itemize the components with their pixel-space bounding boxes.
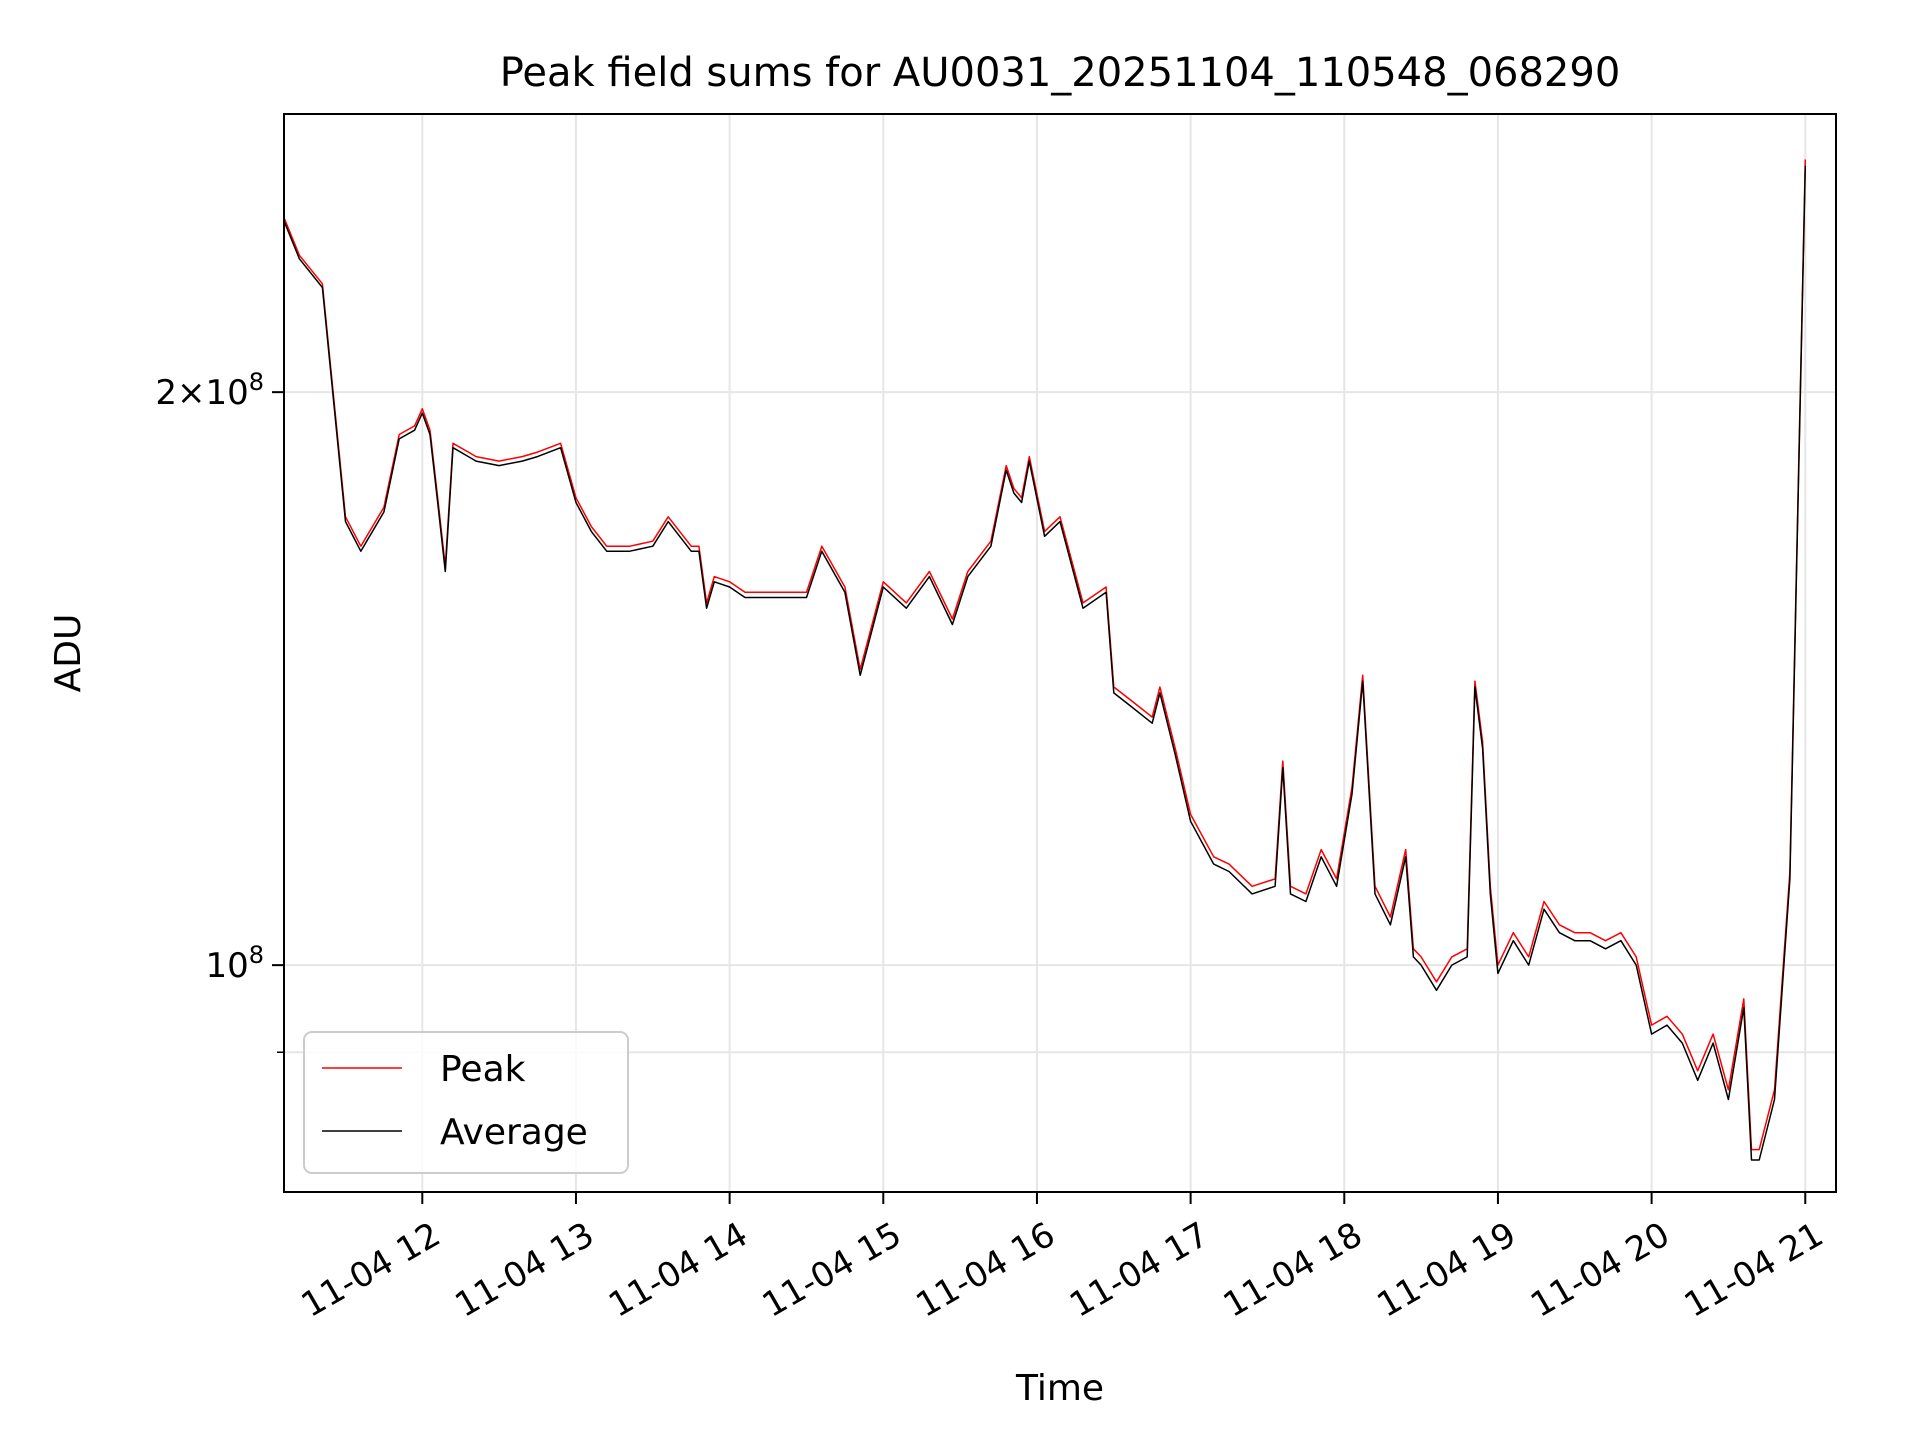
grid — [284, 114, 1836, 1192]
y-axis-ticks: 108 2×108 — [155, 368, 284, 1053]
legend: Peak Average — [303, 1031, 629, 1174]
x-axis-label: Time — [1015, 1368, 1104, 1409]
legend-label-peak: Peak — [440, 1049, 526, 1090]
y-axis-label: ADU — [48, 614, 89, 693]
plot-lines — [283, 159, 1807, 1161]
plot-frame — [283, 113, 1837, 1193]
legend-label-average: Average — [440, 1112, 588, 1153]
series-line-average — [283, 165, 1807, 1161]
y-tick-label: 108 — [205, 941, 264, 986]
chart-title: Peak field sums for AU0031_20251104_1105… — [500, 50, 1621, 96]
y-tick-label: 2×108 — [155, 368, 264, 413]
